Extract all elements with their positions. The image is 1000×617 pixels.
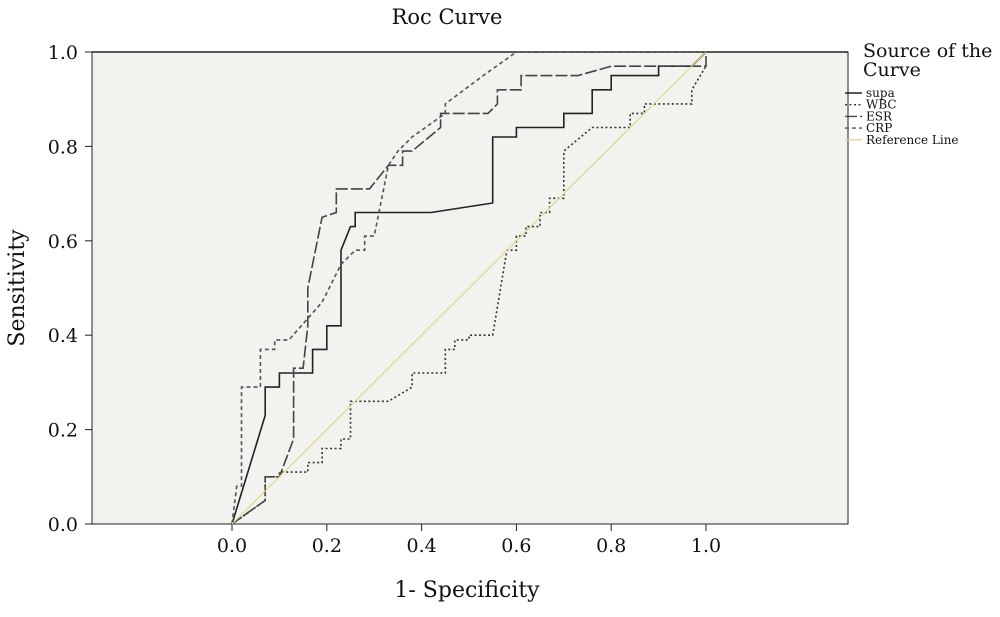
y-tick-label: 0.0 (48, 514, 78, 536)
y-tick-label: 0.2 (48, 420, 78, 442)
legend-label: CRP (866, 121, 892, 135)
x-axis-title: 1- Specificity (394, 578, 540, 603)
series-line-crp (231, 51, 706, 525)
series-line-supa (231, 51, 707, 525)
series-line-reference-line (231, 51, 707, 525)
legend-label: Reference Line (866, 133, 959, 147)
y-axis-title: Sensitivity (5, 229, 30, 347)
axes: 0.0 0.2 0.4 0.6 0.8 1.0 0.0 0.2 0.4 0.6 0.8 1.0 (48, 42, 848, 557)
x-tick-label: 0.0 (217, 535, 247, 557)
x-tick-label: 1.0 (691, 535, 721, 557)
y-tick-label: 1.0 (48, 42, 78, 64)
series-layer (231, 51, 707, 525)
legend-label: ESR (866, 109, 893, 123)
legend-title: Curve (863, 59, 921, 81)
y-tick-label: 0.4 (48, 325, 78, 347)
chart-title: Roc Curve (392, 5, 503, 29)
x-tick-label: 0.6 (501, 535, 531, 557)
series-line-wbc (231, 65, 707, 525)
plot-area (91, 51, 849, 525)
x-tick-label: 0.8 (596, 535, 626, 557)
legend-label: WBC (866, 98, 897, 112)
legend-title: Source of the (863, 40, 992, 62)
legend-label: supa (866, 86, 895, 100)
series-line-esr (231, 52, 707, 525)
y-tick-label: 0.6 (48, 231, 78, 253)
x-tick-label: 0.4 (406, 535, 436, 557)
x-tick-label: 0.2 (312, 535, 342, 557)
y-tick-label: 0.8 (48, 136, 78, 158)
